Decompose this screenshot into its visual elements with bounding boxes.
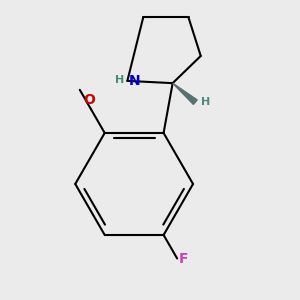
Text: H: H	[115, 75, 124, 85]
Text: F: F	[179, 252, 188, 266]
Polygon shape	[172, 83, 197, 104]
Text: N: N	[129, 74, 140, 88]
Text: O: O	[83, 93, 95, 107]
Text: H: H	[201, 97, 210, 107]
